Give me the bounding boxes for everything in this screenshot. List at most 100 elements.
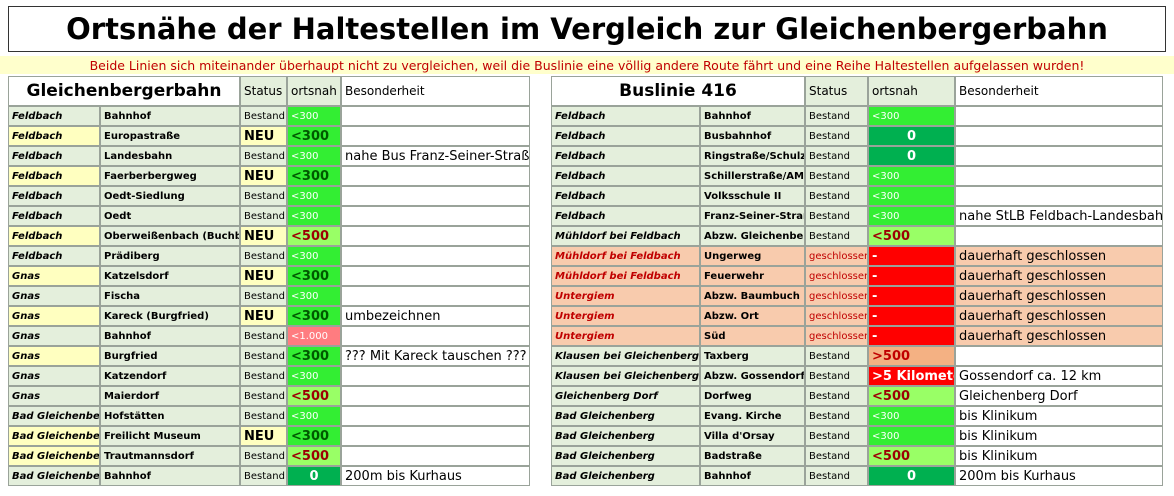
ortsnah: <1.000 xyxy=(287,326,341,346)
note xyxy=(955,346,1163,366)
ortsnah: >500 xyxy=(868,346,955,366)
stop: Volksschule II xyxy=(700,186,805,206)
note xyxy=(341,126,530,146)
status: Bestand xyxy=(805,426,868,446)
stop: Trautmannsdorf xyxy=(100,446,240,466)
note: dauerhaft geschlossen xyxy=(955,286,1163,306)
status: geschlossen xyxy=(805,326,868,346)
stop: Bahnhof xyxy=(700,106,805,126)
ortsnah: <300 xyxy=(287,346,341,366)
status: Bestand xyxy=(805,446,868,466)
stop: Bahnhof xyxy=(100,106,240,126)
town: Mühldorf bei Feldbach xyxy=(551,266,700,286)
status: Bestand xyxy=(240,186,287,206)
status: NEU xyxy=(240,126,287,146)
status: Bestand xyxy=(240,466,287,486)
town: Klausen bei Gleichenberg xyxy=(551,346,700,366)
ortsnah: <300 xyxy=(868,206,955,226)
town: Bad Gleichenberg xyxy=(551,426,700,446)
stop: Villa d'Orsay xyxy=(700,426,805,446)
ortsnah: <300 xyxy=(868,406,955,426)
stop: Freilicht Museum xyxy=(100,426,240,446)
stop: Schillerstraße/AMS xyxy=(700,166,805,186)
town: Mühldorf bei Feldbach xyxy=(551,246,700,266)
town: Gnas xyxy=(8,346,100,366)
note: bis Klinikum xyxy=(955,406,1163,426)
status: Bestand xyxy=(805,466,868,486)
town: Gnas xyxy=(8,366,100,386)
ortsnah: - xyxy=(868,306,955,326)
status: Bestand xyxy=(240,246,287,266)
note: ??? Mit Kareck tauschen ??? xyxy=(341,346,530,366)
note: Gleichenberg Dorf xyxy=(955,386,1163,406)
town: Gnas xyxy=(8,386,100,406)
header-cell: ortsnah xyxy=(868,76,955,106)
town: Feldbach xyxy=(8,226,100,246)
status: Bestand xyxy=(805,366,868,386)
header-cell: Besonderheit xyxy=(955,76,1163,106)
status: NEU xyxy=(240,306,287,326)
town: Gnas xyxy=(8,286,100,306)
note: nahe Bus Franz-Seiner-Straße xyxy=(341,146,530,166)
note: umbezeichnen xyxy=(341,306,530,326)
status: Bestand xyxy=(805,106,868,126)
town: Feldbach xyxy=(551,186,700,206)
stop: Prädiberg xyxy=(100,246,240,266)
note: 200m bis Kurhaus xyxy=(955,466,1163,486)
stop: Abzw. Gleichenberg xyxy=(700,226,805,246)
status: geschlossen xyxy=(805,266,868,286)
header-title: Gleichenbergerbahn xyxy=(8,76,240,106)
status: geschlossen xyxy=(805,286,868,306)
ortsnah: <300 xyxy=(287,246,341,266)
note xyxy=(341,286,530,306)
town: Mühldorf bei Feldbach xyxy=(551,226,700,246)
stop: Bahnhof xyxy=(100,466,240,486)
status: Bestand xyxy=(805,206,868,226)
status: Bestand xyxy=(240,206,287,226)
status: Bestand xyxy=(805,386,868,406)
status: Bestand xyxy=(240,146,287,166)
ortsnah: <300 xyxy=(287,366,341,386)
stop: Oedt-Siedlung xyxy=(100,186,240,206)
status: Bestand xyxy=(805,166,868,186)
ortsnah: 0 xyxy=(868,126,955,146)
town: Feldbach xyxy=(551,206,700,226)
ortsnah: <500 xyxy=(868,446,955,466)
ortsnah: <300 xyxy=(287,406,341,426)
note xyxy=(341,426,530,446)
stop: Badstraße xyxy=(700,446,805,466)
note xyxy=(341,106,530,126)
ortsnah: 0 xyxy=(868,466,955,486)
status: Bestand xyxy=(240,346,287,366)
town: Feldbach xyxy=(8,166,100,186)
status: Bestand xyxy=(805,346,868,366)
town: Gnas xyxy=(8,326,100,346)
ortsnah: <300 xyxy=(868,426,955,446)
stop: Dorfweg xyxy=(700,386,805,406)
status: NEU xyxy=(240,166,287,186)
town: Feldbach xyxy=(8,186,100,206)
note xyxy=(341,446,530,466)
note: nahe StLB Feldbach-Landesbahn xyxy=(955,206,1163,226)
town: Feldbach xyxy=(8,106,100,126)
stop: Burgfried xyxy=(100,346,240,366)
stop: Franz-Seiner-Straße xyxy=(700,206,805,226)
ortsnah: <300 xyxy=(287,186,341,206)
status: Bestand xyxy=(805,406,868,426)
town: Gnas xyxy=(8,266,100,286)
note xyxy=(341,326,530,346)
town: Gnas xyxy=(8,306,100,326)
note: dauerhaft geschlossen xyxy=(955,326,1163,346)
status: geschlossen xyxy=(805,246,868,266)
stop: Kareck (Burgfried) xyxy=(100,306,240,326)
ortsnah: <500 xyxy=(868,386,955,406)
status: Bestand xyxy=(240,106,287,126)
note: bis Klinikum xyxy=(955,446,1163,466)
town: Bad Gleichenberg xyxy=(8,406,100,426)
town: Feldbach xyxy=(551,106,700,126)
note: 200m bis Kurhaus xyxy=(341,466,530,486)
stop: Oedt xyxy=(100,206,240,226)
stop: Fischa xyxy=(100,286,240,306)
status: geschlossen xyxy=(805,306,868,326)
